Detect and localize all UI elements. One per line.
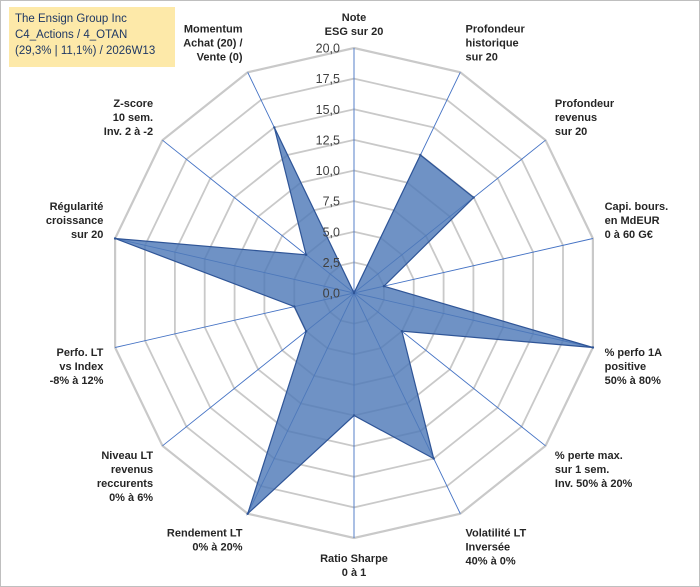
tick-label: 0,0 (323, 287, 340, 301)
category-label-line: Volatilité LT (466, 528, 527, 540)
axis-spoke-4 (353, 238, 594, 294)
tick-label: 2,5 (323, 256, 340, 270)
category-label-line: sur 20 (555, 126, 587, 138)
category-label-12: Régularité croissance sur 20 (46, 201, 103, 241)
category-label-line: sur 1 sem. (555, 464, 609, 476)
category-label-line: Z-score (113, 98, 153, 110)
series-layer (113, 126, 595, 516)
data-point-13 (304, 253, 308, 256)
category-label-11: Perfo. LT vs Index -8% à 12% (50, 347, 105, 387)
data-point-6 (400, 330, 404, 333)
tick-label-layer: 0,0 2,5 5,0 7,5 10,0 12,5 15,0 17,5 20,0 (316, 42, 340, 301)
category-label-line: historique (466, 38, 519, 50)
category-label-line: Perfo. LT (57, 347, 104, 359)
category-label-line: Régularité (50, 201, 104, 213)
category-label-9: Rendement LT 0% à 20% (167, 528, 243, 554)
category-label-line: Capi. bours. (605, 201, 669, 213)
category-label-line: sur 20 (466, 52, 498, 64)
data-point-10 (304, 330, 308, 333)
data-point-14 (273, 126, 276, 129)
category-label-line: en MdEUR (605, 215, 660, 227)
tick-label: 5,0 (323, 225, 340, 239)
category-label-line: Inv. 2 à -2 (104, 126, 153, 138)
category-label-line: revenus (555, 112, 597, 124)
category-label-10: Niveau LT revenus reccurents 0% à 6% (97, 450, 154, 504)
tick-label: 12,5 (316, 133, 340, 147)
category-label-line: Rendement LT (167, 528, 243, 540)
category-label-line: 0 à 1 (342, 567, 366, 579)
category-label-line: 0% à 20% (192, 542, 242, 554)
category-label-6: % perte max. sur 1 sem. Inv. 50% à 20% (555, 450, 633, 490)
category-label-line: Inversée (466, 542, 511, 554)
data-point-12 (113, 237, 117, 240)
category-label-7: Volatilité LT Inversée 40% à 0% (466, 528, 527, 568)
category-label-line: 0% à 6% (109, 492, 153, 504)
category-label-line: Achat (20) / (183, 38, 242, 50)
category-label-line: 10 sem. (113, 112, 153, 124)
tick-label: 20,0 (316, 42, 340, 56)
category-label-4: Capi. bours. en MdEUR 0 à 60 G€ (605, 201, 669, 241)
category-label-line: vs Index (59, 361, 104, 373)
category-label-14: Momentum Achat (20) / Vente (0) (183, 24, 243, 64)
category-label-line: revenus (111, 464, 153, 476)
category-label-line: Profondeur (555, 98, 615, 110)
category-label-line: 0 à 60 G€ (605, 229, 653, 241)
data-point-2 (419, 153, 422, 157)
category-label-line: sur 20 (71, 229, 103, 241)
chart-title-box: The Ensign Group Inc C4_Actions / 4_OTAN… (9, 7, 175, 67)
category-label-1: Note ESG sur 20 (325, 12, 384, 38)
data-point-9 (246, 512, 249, 515)
category-label-line: Momentum (184, 24, 243, 36)
category-label-line: % perfo 1A (605, 347, 663, 359)
performance-period: (29,3% | 11,1%) / 2026W13 (15, 45, 156, 57)
category-label-13: Z-score 10 sem. Inv. 2 à -2 (104, 98, 153, 138)
data-point-5 (591, 346, 595, 349)
category-label-line: reccurents (97, 478, 153, 490)
category-label-line: Profondeur (466, 24, 526, 36)
data-point-7 (432, 457, 435, 460)
category-label-line: Note (342, 12, 366, 24)
data-point-4 (382, 285, 386, 288)
category-label-line: Niveau LT (101, 450, 153, 462)
category-label-line: croissance (46, 215, 103, 227)
data-point-8 (352, 414, 356, 417)
tick-label: 17,5 (316, 72, 340, 86)
data-point-11 (293, 305, 296, 308)
company-name: The Ensign Group Inc (15, 13, 127, 25)
category-label-8: Ratio Sharpe 0 à 1 (320, 553, 388, 579)
category-label-2: Profondeur historique sur 20 (466, 24, 526, 64)
category-label-line: 40% à 0% (466, 556, 516, 568)
portfolio-category: C4_Actions / 4_OTAN (15, 29, 128, 41)
category-label-3: Profondeur revenus sur 20 (555, 98, 615, 138)
category-label-line: positive (605, 361, 647, 373)
category-label-line: -8% à 12% (50, 375, 104, 387)
tick-label: 15,0 (316, 103, 340, 117)
category-label-layer: Note ESG sur 20 Profondeur historique sur 20… (46, 12, 668, 579)
category-label-line: Inv. 50% à 20% (555, 478, 633, 490)
category-label-line: % perte max. (555, 450, 623, 462)
data-point-1 (352, 291, 356, 295)
category-label-line: Ratio Sharpe (320, 553, 388, 565)
category-label-line: 50% à 80% (605, 375, 661, 387)
data-point-3 (472, 196, 475, 199)
category-label-line: Vente (0) (197, 52, 243, 64)
category-label-line: ESG sur 20 (325, 26, 384, 38)
tick-label: 10,0 (316, 164, 340, 178)
tick-label: 7,5 (323, 195, 340, 209)
category-label-5: % perfo 1A positive 50% à 80% (605, 347, 663, 387)
